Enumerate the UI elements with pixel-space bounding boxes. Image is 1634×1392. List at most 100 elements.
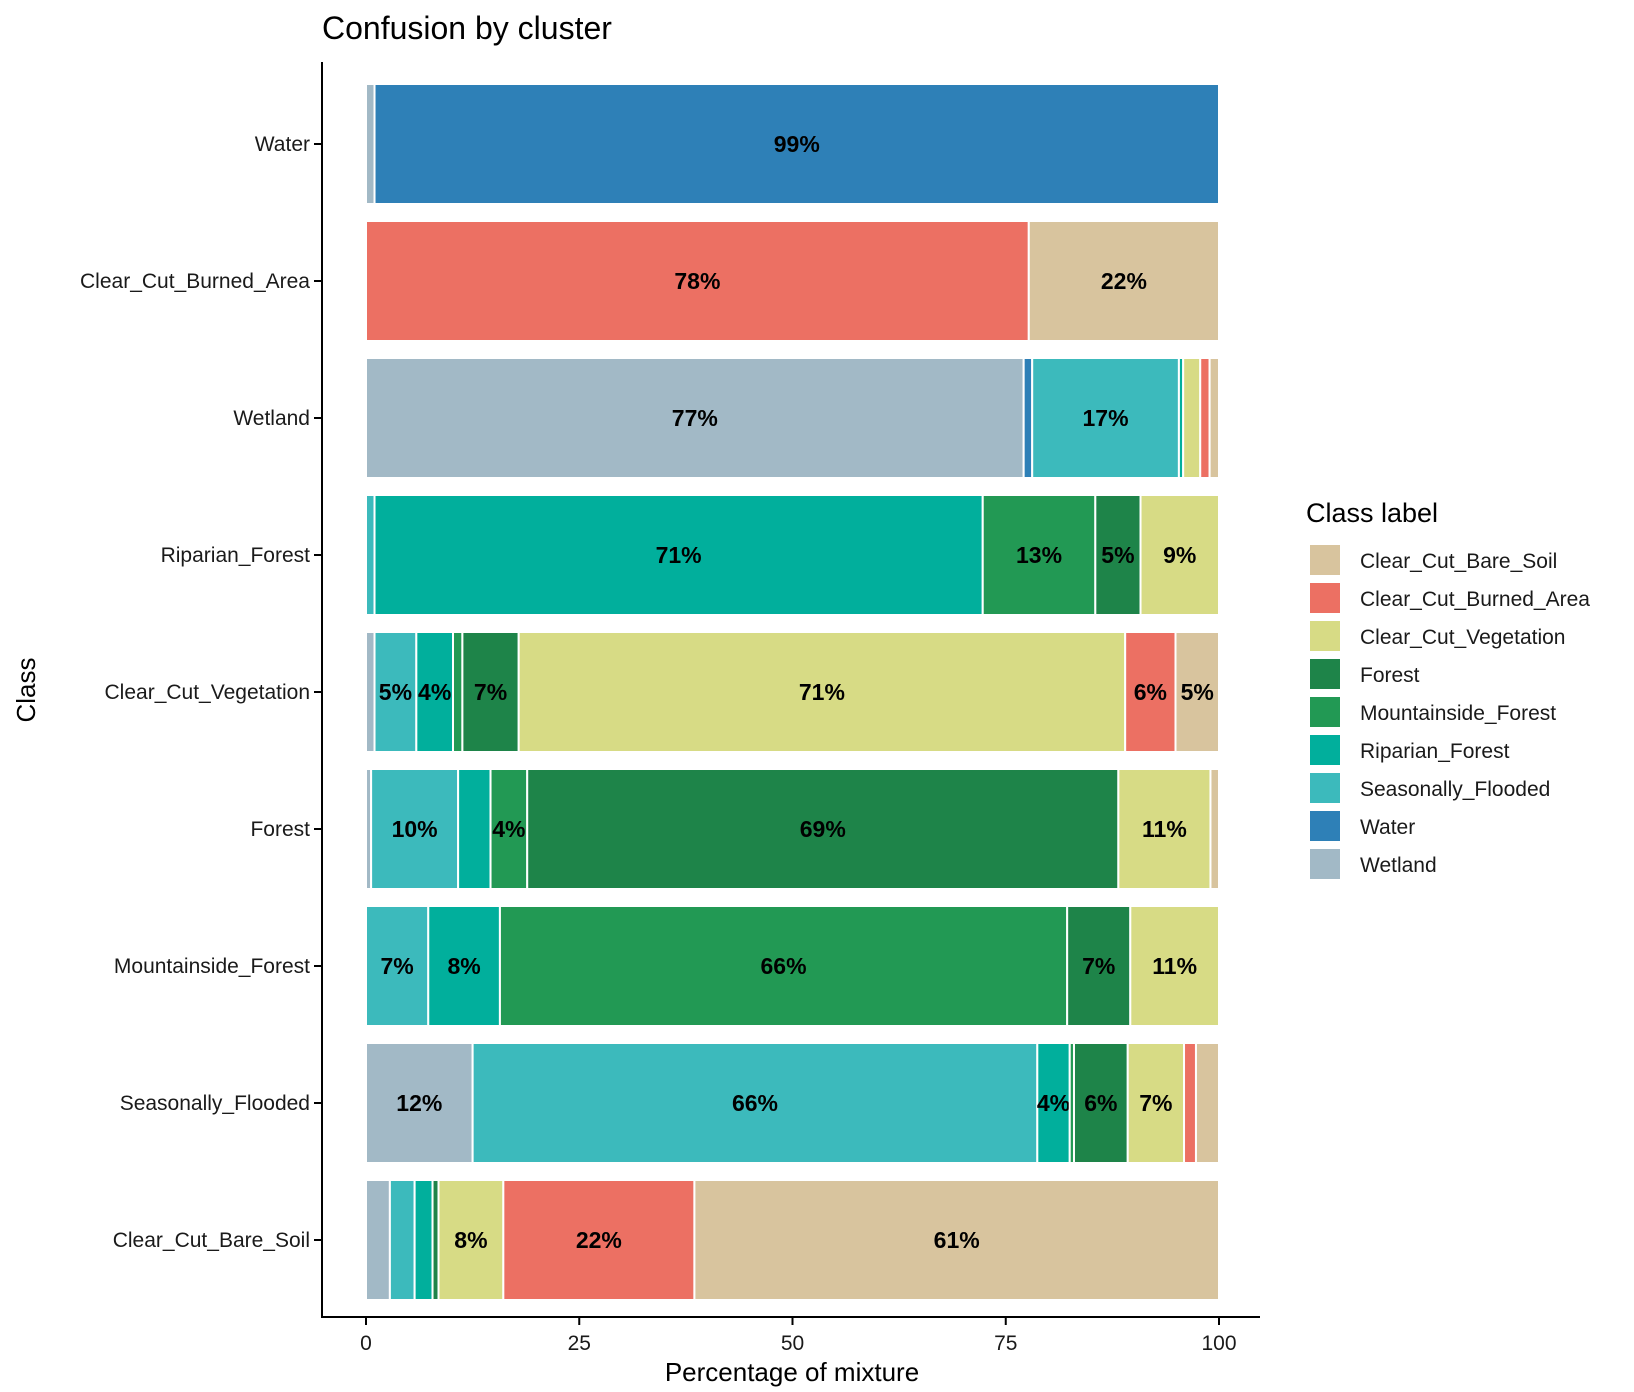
legend-label: Mountainside_Forest (1360, 702, 1556, 725)
segment-label: 6% (1134, 679, 1167, 705)
y-tick-label: Forest (250, 818, 310, 841)
legend-item-mountainside-forest: Mountainside_Forest (1310, 697, 1556, 727)
segment-clear-cut-vegetation (517, 631, 1127, 753)
y-tick-label: Seasonally_Flooded (120, 1092, 310, 1115)
segment-water (1022, 357, 1034, 479)
segment-clear-cut-vegetation (1126, 1042, 1186, 1164)
legend-swatch (1310, 545, 1340, 575)
legend-label: Seasonally_Flooded (1360, 778, 1550, 801)
segment-label: 11% (1142, 816, 1187, 842)
segment-seasonally-flooded (388, 1179, 416, 1301)
x-tick-label: 0 (360, 1332, 372, 1355)
segment-wetland (365, 1179, 391, 1301)
legend-swatch (1310, 621, 1340, 651)
segment-label: 69% (800, 816, 846, 842)
segment-mountainside-forest (981, 494, 1097, 616)
segment-label: 5% (379, 679, 412, 705)
segment-label: 66% (732, 1090, 778, 1116)
segment-seasonally-flooded (370, 768, 460, 890)
legend-item-water: Water (1310, 811, 1415, 841)
segment-clear-cut-burned-area (1183, 1042, 1197, 1164)
segment-label: 8% (454, 1227, 487, 1253)
legend-swatch (1310, 735, 1340, 765)
segment-seasonally-flooded (1031, 357, 1180, 479)
x-tick-label: 50 (781, 1332, 804, 1355)
segment-label: 12% (396, 1090, 442, 1116)
segment-riparian-forest (457, 768, 492, 890)
segment-label: 8% (447, 953, 480, 979)
legend-item-forest: Forest (1310, 659, 1420, 689)
segment-label: 7% (1082, 953, 1115, 979)
y-tick-label: Water (255, 133, 310, 156)
y-tick-label: Wetland (233, 407, 310, 430)
segment-clear-cut-burned-area (1124, 631, 1177, 753)
segment-seasonally-flooded (365, 494, 376, 616)
legend-item-riparian-forest: Riparian_Forest (1310, 735, 1510, 765)
segment-clear-cut-burned-area (502, 1179, 696, 1301)
segment-clear-cut-bare-soil (1209, 768, 1220, 890)
legend-label: Clear_Cut_Burned_Area (1360, 588, 1590, 611)
segment-label: 4% (1037, 1090, 1070, 1116)
x-tick-label: 25 (568, 1332, 591, 1355)
segment-label: 5% (1181, 679, 1214, 705)
bar-clear-cut-vegetation: 5% 4% 7% 71% 6% 5% (365, 631, 1220, 753)
segment-label: 77% (672, 405, 718, 431)
segment-clear-cut-vegetation (1139, 494, 1221, 616)
y-tick-label: Clear_Cut_Bare_Soil (113, 1229, 310, 1252)
legend-label: Riparian_Forest (1360, 740, 1510, 763)
y-tick-label: Riparian_Forest (161, 544, 311, 567)
segment-forest (1066, 905, 1132, 1027)
segment-forest (1072, 1042, 1129, 1164)
legend-swatch (1310, 697, 1340, 727)
segment-label: 22% (576, 1227, 622, 1253)
legend-item-clear-cut-bare-soil: Clear_Cut_Bare_Soil (1310, 545, 1557, 575)
segment-label: 22% (1101, 268, 1147, 294)
segment-mountainside-forest (489, 768, 529, 890)
bar-mountainside-forest: 7% 8% 66% 7% 11% (365, 905, 1220, 1027)
bar-clear-cut-bare-soil: 8% 22% 61% (365, 1179, 1220, 1301)
segment-clear-cut-bare-soil (1027, 220, 1220, 342)
segment-forest (1094, 494, 1142, 616)
segment-clear-cut-burned-area (1199, 357, 1211, 479)
legend-swatch (1310, 811, 1340, 841)
legend-label: Clear_Cut_Vegetation (1360, 626, 1565, 649)
legend-label: Clear_Cut_Bare_Soil (1360, 550, 1557, 573)
segment-wetland (365, 83, 376, 205)
segment-label: 7% (474, 679, 507, 705)
y-tick-label: Clear_Cut_Burned_Area (80, 270, 310, 293)
segment-label: 7% (381, 953, 414, 979)
bar-clear-cut-burned-area: 78% 22% (365, 220, 1220, 342)
segment-clear-cut-vegetation (1117, 768, 1212, 890)
segment-riparian-forest (373, 494, 984, 616)
segment-clear-cut-bare-soil (1208, 357, 1220, 479)
legend-swatch (1310, 659, 1340, 689)
legend-swatch (1310, 583, 1340, 613)
segment-clear-cut-bare-soil (1194, 1042, 1220, 1164)
segment-seasonally-flooded (365, 905, 430, 1027)
segment-clear-cut-burned-area (365, 220, 1030, 342)
segment-label: 4% (492, 816, 525, 842)
legend-swatch (1310, 773, 1340, 803)
bar-riparian-forest: 71% 13% 5% 9% (365, 494, 1221, 616)
segment-label: 17% (1083, 405, 1129, 431)
segment-forest (461, 631, 520, 753)
segment-clear-cut-vegetation (1129, 905, 1220, 1027)
bar-water: 99% (365, 83, 1220, 205)
legend-item-clear-cut-vegetation: Clear_Cut_Vegetation (1310, 621, 1565, 651)
segment-forest (526, 768, 1120, 890)
segment-label: 9% (1163, 542, 1196, 568)
y-axis-title: Class (11, 657, 41, 722)
segment-riparian-forest (413, 1179, 434, 1301)
x-tick-label: 100 (1201, 1332, 1236, 1355)
segment-wetland (365, 357, 1025, 479)
legend-swatch (1310, 849, 1340, 879)
segment-clear-cut-bare-soil (1174, 631, 1220, 753)
segment-mountainside-forest (452, 631, 464, 753)
bars-layer: 99%78% 22%77% 17%71% 13% 5% 9%5% 4% 7% 71% 6% 5%10… (365, 83, 1221, 1301)
segment-clear-cut-vegetation (437, 1179, 505, 1301)
y-tick-label: Mountainside_Forest (114, 955, 310, 978)
legend-label: Water (1360, 816, 1415, 839)
segment-label: 7% (1139, 1090, 1172, 1116)
segment-label: 71% (656, 542, 702, 568)
